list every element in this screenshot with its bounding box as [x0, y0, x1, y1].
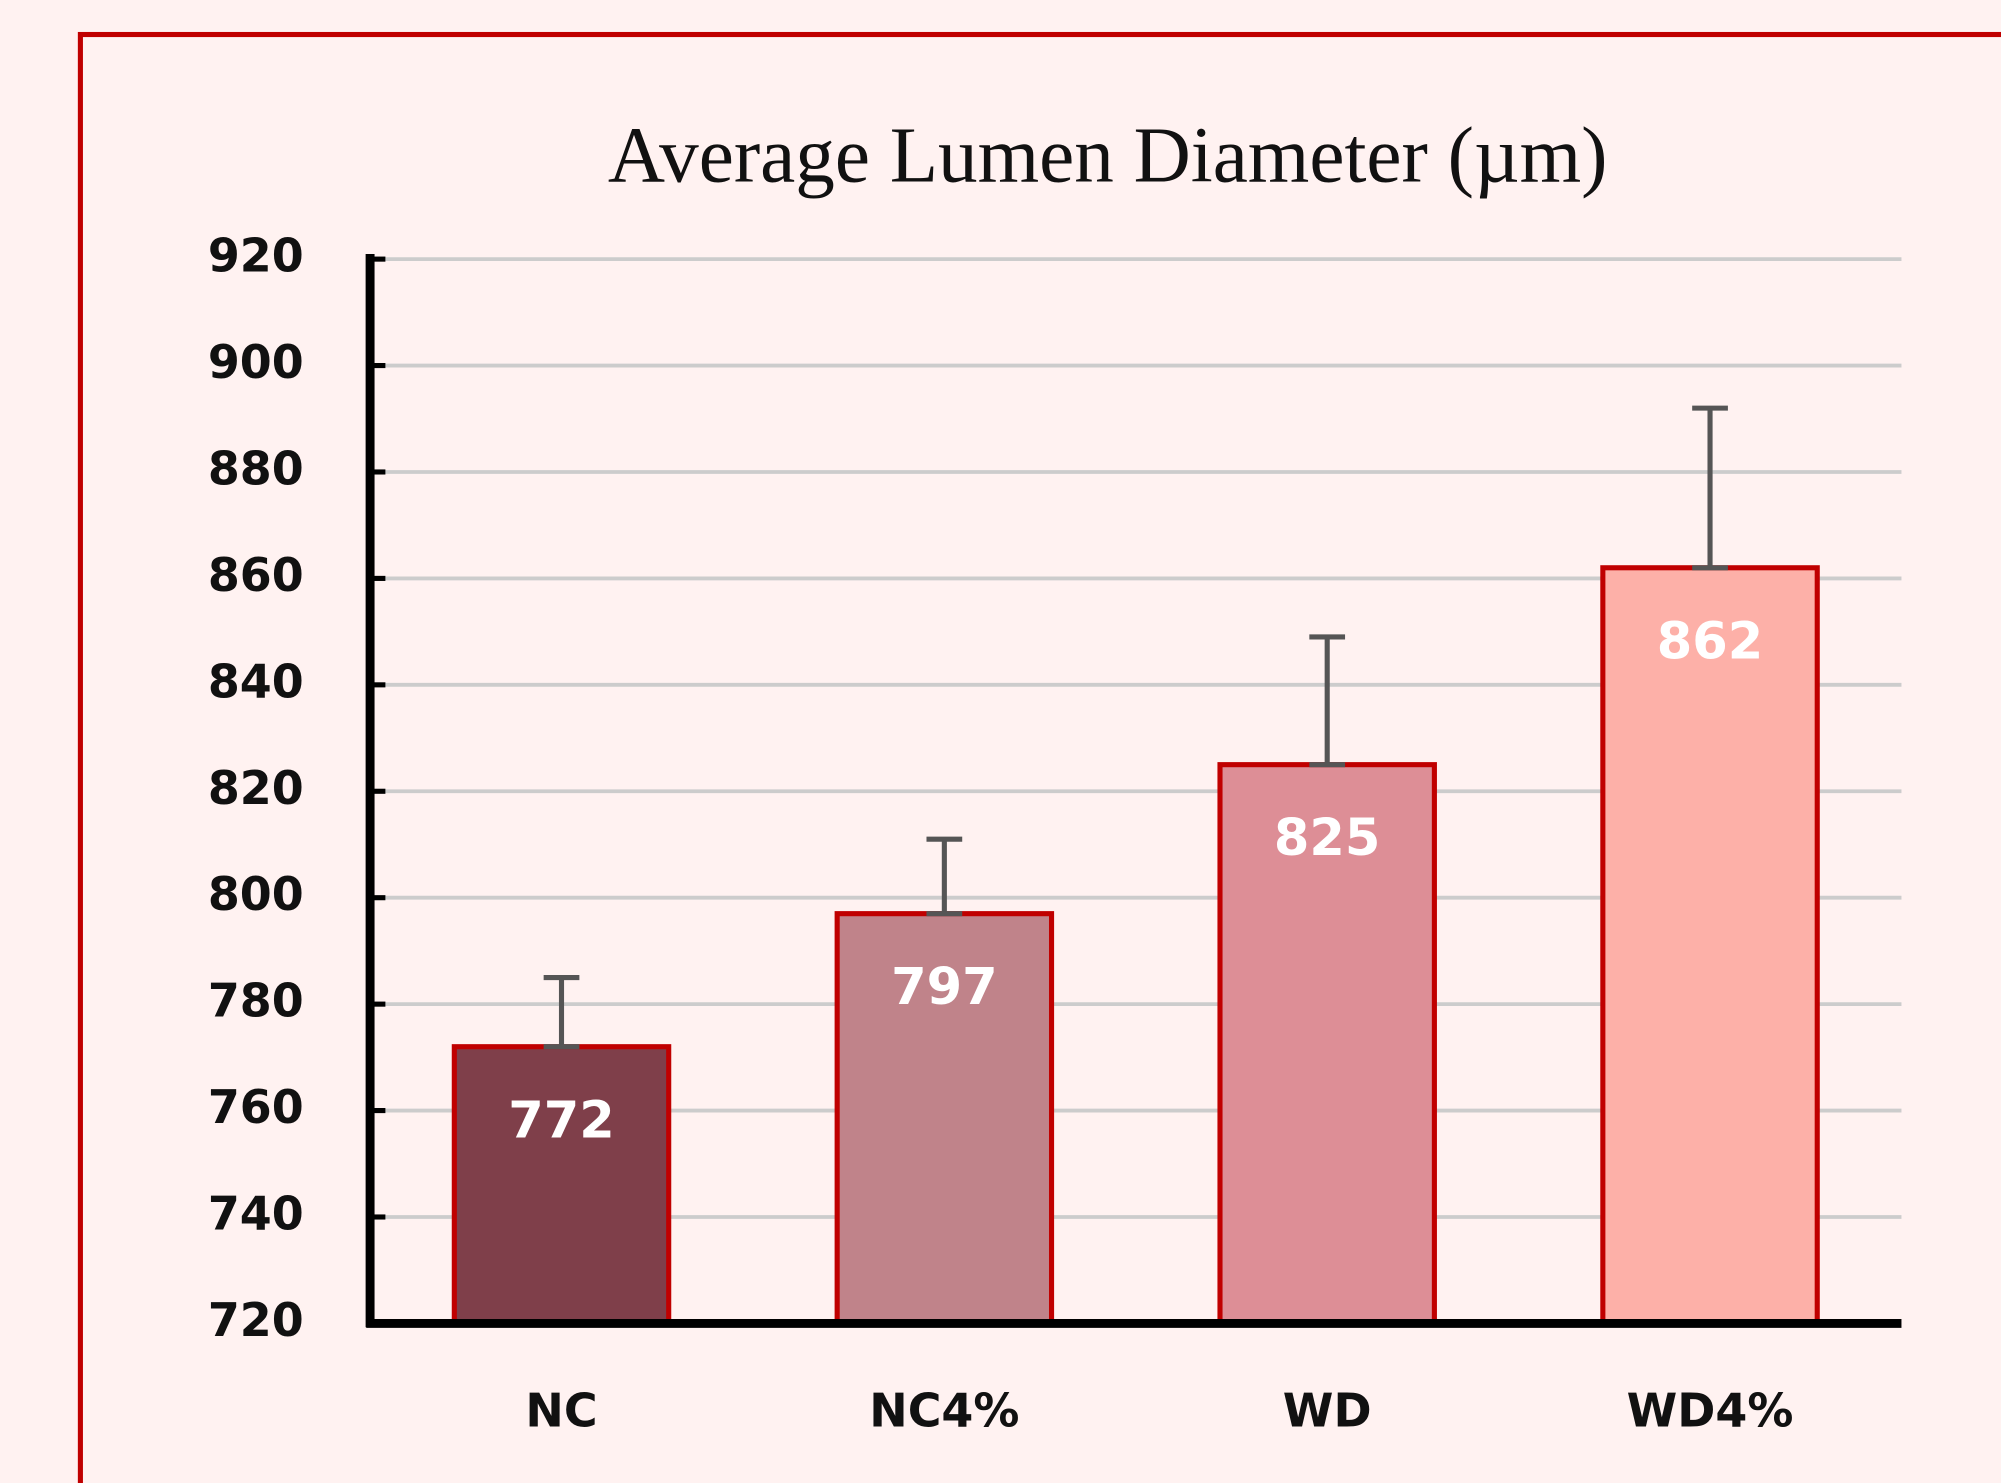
x-tick-label: NC [525, 1384, 597, 1438]
y-tick-label: 900 [208, 335, 304, 389]
value-label: 862 [1657, 612, 1764, 671]
y-tick-label: 860 [208, 548, 304, 602]
bar [834, 911, 1055, 1326]
y-tick-label: 720 [208, 1293, 304, 1347]
y-tick-label: 840 [208, 654, 304, 708]
x-tick-label: WD4% [1627, 1384, 1794, 1438]
error-bar [926, 836, 963, 917]
y-tick-label: 780 [208, 974, 304, 1028]
y-tick-label: 800 [208, 867, 304, 921]
error-bar [1309, 634, 1346, 768]
value-label: 797 [891, 958, 998, 1017]
chart-title: Average Lumen Diameter (µm) [608, 112, 1608, 200]
x-tick-label: WD [1283, 1384, 1372, 1438]
y-tick-label: 880 [208, 441, 304, 495]
error-bar [1692, 405, 1728, 571]
y-tick-label: 740 [208, 1186, 304, 1240]
bar [1600, 565, 1820, 1326]
value-label: 825 [1274, 809, 1381, 868]
error-bar [543, 974, 580, 1050]
bar [451, 1044, 672, 1326]
y-tick-label: 820 [208, 761, 304, 815]
y-tick-label: 920 [208, 229, 304, 283]
x-tick-label: NC4% [869, 1384, 1019, 1438]
y-tick-label: 760 [208, 1080, 304, 1134]
value-label: 772 [508, 1091, 615, 1150]
